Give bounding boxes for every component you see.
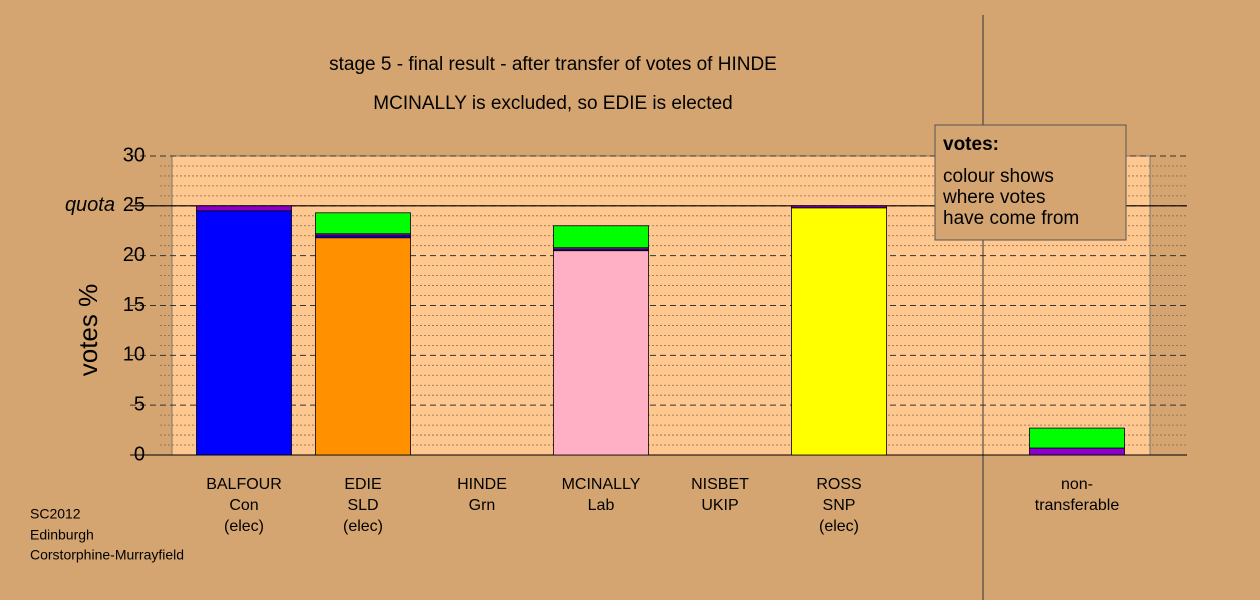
bar-segment [791, 205, 887, 209]
y-tick-label: 10 [123, 344, 145, 366]
legend-box [934, 124, 1127, 241]
x-tick-label: Con [229, 497, 258, 514]
x-tick-label: ROSS [816, 476, 861, 493]
y-tick-label: 30 [123, 144, 145, 166]
footer: SC2012 [30, 506, 81, 522]
bar-segment [1029, 427, 1125, 449]
x-tick-label: transferable [1035, 497, 1120, 514]
y-tick-label: 5 [134, 393, 145, 415]
x-tick-label: UKIP [701, 497, 738, 514]
y-tick-label: 15 [123, 294, 145, 316]
bar-segment [791, 207, 887, 456]
x-tick-label: HINDE [457, 476, 507, 493]
x-tick-label: MCINALLY [562, 476, 641, 493]
bar-segment [553, 225, 649, 249]
x-tick-label: (elec) [819, 518, 859, 535]
y-tick-label: 0 [134, 443, 145, 465]
bar-segment [553, 250, 649, 456]
x-tick-label: BALFOUR [206, 476, 282, 493]
bar-segment [315, 237, 411, 456]
x-tick-label: non- [1061, 476, 1093, 493]
footer: Edinburgh [30, 527, 94, 543]
bar-segment [1029, 447, 1125, 456]
chart-title: stage 5 - final result - after transfer … [329, 54, 777, 75]
x-tick-label: Lab [588, 497, 615, 514]
legend-title: votes: [943, 134, 999, 155]
y-axis-label: votes % [73, 284, 103, 377]
y-tick-label: 25 [123, 194, 145, 216]
legend-text: have come from [943, 208, 1079, 229]
x-tick-label: Grn [469, 497, 496, 514]
bars [196, 205, 1125, 456]
quota-label: quota [65, 194, 115, 216]
x-tick-label: (elec) [224, 518, 264, 535]
legend-text: where votes [942, 187, 1045, 208]
x-tick-label: NISBET [691, 476, 749, 493]
x-tick-label: SLD [347, 497, 378, 514]
x-tick-label: EDIE [344, 476, 381, 493]
bar-segment [196, 210, 292, 456]
x-tick-label: SNP [823, 497, 856, 514]
footer: Corstorphine-Murrayfield [30, 547, 184, 563]
y-tick-label: 20 [123, 244, 145, 266]
grid [130, 155, 1187, 456]
chart-subtitle: MCINALLY is excluded, so EDIE is elected [373, 93, 732, 114]
x-tick-label: (elec) [343, 518, 383, 535]
bar-segment [315, 212, 411, 235]
legend-text: colour shows [943, 166, 1054, 187]
bar-segment [196, 205, 292, 212]
